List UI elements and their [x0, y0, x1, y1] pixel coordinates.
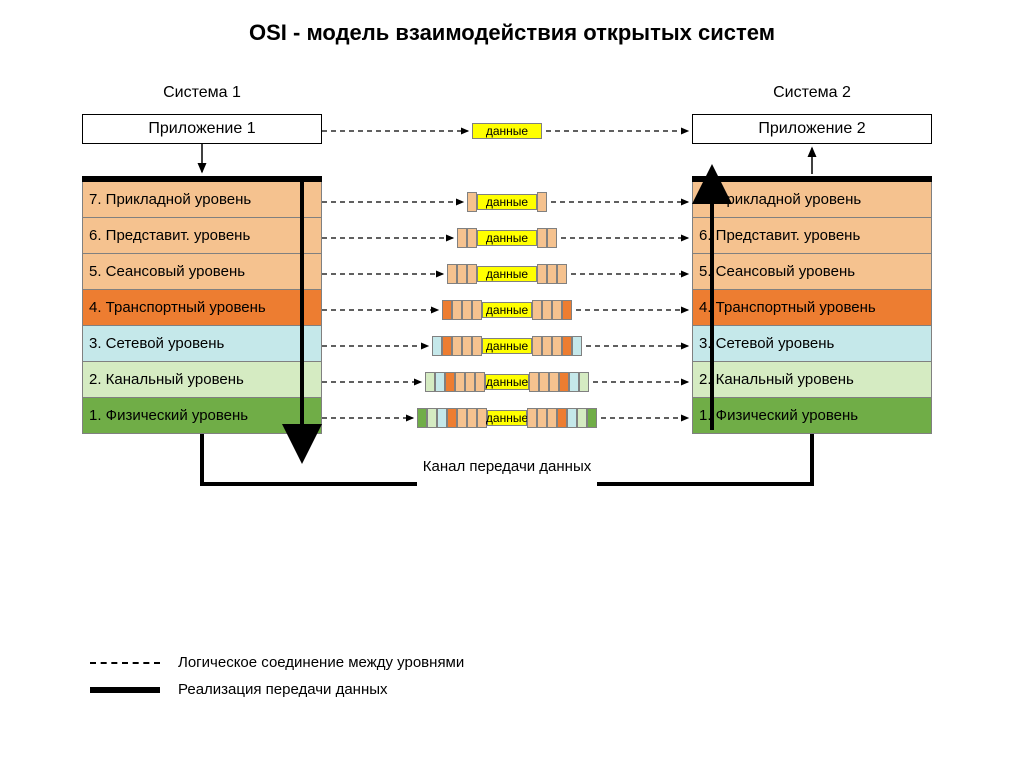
layer-6-left: 6. Представит. уровень: [82, 218, 322, 254]
legend-logical: Логическое соединение между уровнями: [90, 654, 994, 671]
layer-5-left: 5. Сеансовый уровень: [82, 254, 322, 290]
layer-1-right: 1. Физический уровень: [692, 398, 932, 434]
layer-3-right: 3. Сетевой уровень: [692, 326, 932, 362]
legend-dash-icon: [90, 662, 160, 664]
osi-diagram: Система 1 Система 2 Приложение 1 Приложение…: [32, 66, 992, 626]
channel-label: Канал передачи данных: [423, 458, 592, 475]
system1-label: Система 1: [163, 84, 241, 101]
legend: Логическое соединение между уровнями Реа…: [90, 654, 994, 698]
legend-physical-label: Реализация передачи данных: [178, 681, 388, 698]
pdu-7: данные: [417, 408, 597, 428]
pdu-2: данные: [457, 228, 557, 248]
layer-6-right: 6. Представит. уровень: [692, 218, 932, 254]
layer-2-left: 2. Канальный уровень: [82, 362, 322, 398]
pdu-3: данные: [447, 264, 567, 284]
layer-4-right: 4. Транспортный уровень: [692, 290, 932, 326]
layer-1-left: 1. Физический уровень: [82, 398, 322, 434]
pdu-6: данные: [425, 372, 589, 392]
pdu-5: данные: [432, 336, 582, 356]
app2-box: Приложение 2: [758, 120, 865, 137]
layer-7-right: 7. Прикладной уровень: [692, 182, 932, 218]
system2-label: Система 2: [773, 84, 851, 101]
legend-logical-label: Логическое соединение между уровнями: [178, 654, 464, 671]
stack-system1: 7. Прикладной уровень6. Представит. уров…: [82, 176, 322, 434]
app1-box: Приложение 1: [148, 120, 255, 137]
pdu-1: данные: [467, 192, 547, 212]
stack-system2: 7. Прикладной уровень6. Представит. уров…: [692, 176, 932, 434]
layer-7-left: 7. Прикладной уровень: [82, 182, 322, 218]
pdu-0: данные: [472, 121, 542, 141]
layer-3-left: 3. Сетевой уровень: [82, 326, 322, 362]
layer-4-left: 4. Транспортный уровень: [82, 290, 322, 326]
legend-solid-icon: [90, 687, 160, 693]
pdu-4: данные: [442, 300, 572, 320]
layer-5-right: 5. Сеансовый уровень: [692, 254, 932, 290]
diagram-title: OSI - модель взаимодействия открытых сис…: [30, 20, 994, 46]
layer-2-right: 2. Канальный уровень: [692, 362, 932, 398]
legend-physical: Реализация передачи данных: [90, 681, 994, 698]
